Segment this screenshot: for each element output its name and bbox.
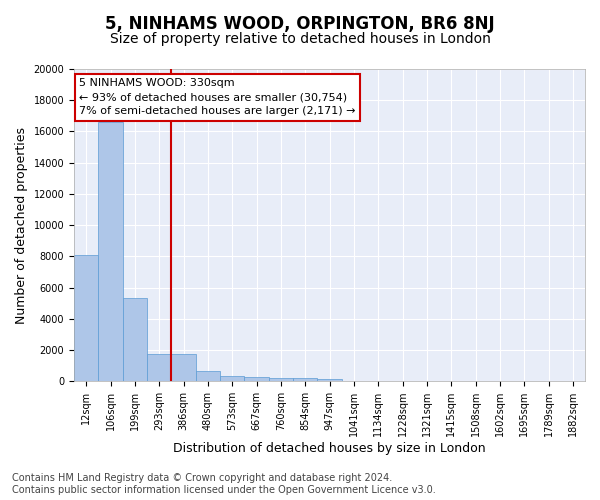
Text: Size of property relative to detached houses in London: Size of property relative to detached ho… xyxy=(110,32,490,46)
Bar xyxy=(122,298,147,381)
Bar xyxy=(293,378,317,381)
Bar xyxy=(196,371,220,381)
Text: 5, NINHAMS WOOD, ORPINGTON, BR6 8NJ: 5, NINHAMS WOOD, ORPINGTON, BR6 8NJ xyxy=(105,15,495,33)
Bar xyxy=(317,379,341,381)
X-axis label: Distribution of detached houses by size in London: Distribution of detached houses by size … xyxy=(173,442,486,455)
Bar xyxy=(269,378,293,381)
Y-axis label: Number of detached properties: Number of detached properties xyxy=(15,126,28,324)
Bar xyxy=(74,255,98,381)
Bar xyxy=(147,354,172,381)
Text: 5 NINHAMS WOOD: 330sqm
← 93% of detached houses are smaller (30,754)
7% of semi-: 5 NINHAMS WOOD: 330sqm ← 93% of detached… xyxy=(79,78,356,116)
Bar xyxy=(244,378,269,381)
Bar xyxy=(98,122,122,381)
Bar xyxy=(172,354,196,381)
Text: Contains HM Land Registry data © Crown copyright and database right 2024.
Contai: Contains HM Land Registry data © Crown c… xyxy=(12,474,436,495)
Bar xyxy=(220,376,244,381)
